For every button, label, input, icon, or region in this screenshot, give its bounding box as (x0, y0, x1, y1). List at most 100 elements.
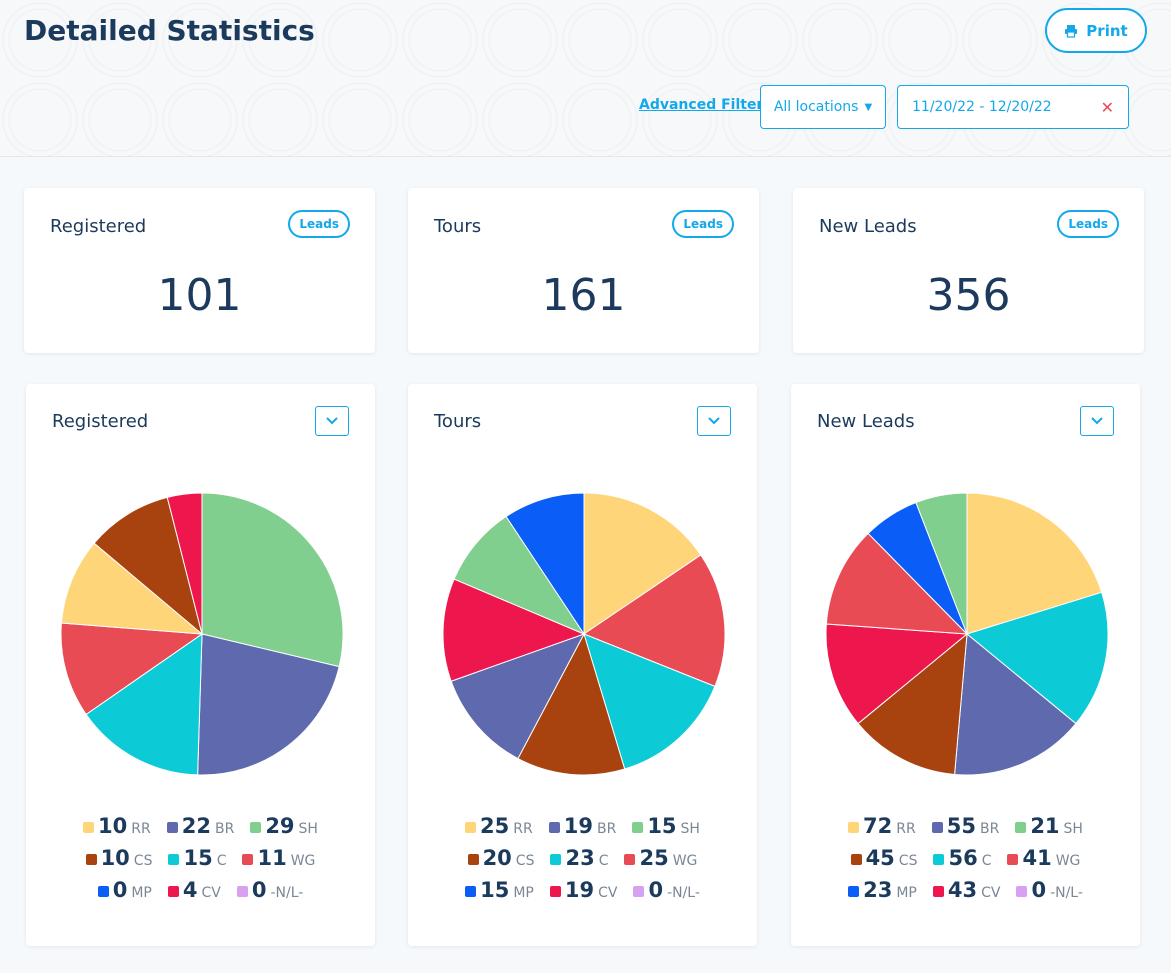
legend-swatch (1007, 854, 1019, 865)
legend-item: 15 SH (632, 814, 700, 838)
chevron-down-icon (326, 417, 338, 425)
legend-value: 0 (112, 878, 128, 902)
legend-item: 0 MP (97, 878, 152, 902)
pie-slice-rr (966, 492, 1103, 635)
stat-label: Registered (50, 216, 147, 237)
pie-chart (442, 492, 726, 776)
leads-badge[interactable]: Leads (288, 210, 350, 238)
legend-swatch (848, 822, 860, 833)
legend: 10 RR 22 BR 29 SH 10 CS 15 C 11 WG 0 MP 4 CV 0 -N/L- (26, 814, 375, 902)
legend-value: 0 (648, 878, 664, 902)
legend-item: 20 CS (467, 846, 535, 870)
legend-value: 15 (647, 814, 677, 838)
legend-value: 29 (265, 814, 295, 838)
chart-title: New Leads (817, 411, 915, 432)
legend-code: RR (513, 821, 533, 837)
stat-label: New Leads (819, 216, 917, 237)
legend: 72 RR 55 BR 21 SH 45 CS 56 C 41 WG 23 MP 43 CV 0 -N/L- (791, 814, 1140, 902)
legend-swatch (633, 886, 645, 897)
legend-code: C (981, 853, 992, 869)
pie-card: New Leads 72 RR 55 BR 21 SH 45 CS 56 C 41 WG 23 MP 43 C… (791, 384, 1140, 946)
legend-value: 43 (947, 878, 978, 902)
legend-item: 0 -N/L- (236, 878, 303, 902)
legend-swatch (85, 854, 97, 865)
legend-code: C (216, 853, 227, 869)
legend-swatch (242, 854, 254, 865)
stat-card: Registered Leads 101 (24, 188, 375, 353)
chevron-down-icon (1091, 417, 1103, 425)
legend-swatch (250, 822, 262, 833)
legend-item: 21 SH (1015, 814, 1083, 838)
advanced-filter-link[interactable]: Advanced Filter (639, 97, 764, 113)
legend-value: 22 (181, 814, 211, 838)
leads-badge[interactable]: Leads (672, 210, 734, 238)
pie-slice-wg (582, 554, 726, 688)
clear-icon[interactable]: ✕ (1100, 97, 1114, 117)
pie-slice-cv (166, 492, 203, 635)
pie-slice-c (583, 633, 716, 770)
date-range-input[interactable]: 11/20/22 - 12/20/22 ✕ (897, 85, 1129, 129)
legend-item: 15 MP (465, 878, 534, 902)
legend-item: 55 BR (931, 814, 999, 838)
legend-swatch (467, 854, 479, 865)
pie-slice-sh (915, 492, 968, 635)
legend-item: 0 -N/L- (633, 878, 700, 902)
legend-code: WG (1055, 853, 1081, 869)
date-range-value: 11/20/22 - 12/20/22 (912, 99, 1052, 115)
legend-item: 25 RR (465, 814, 533, 838)
legend-code: CS (133, 853, 153, 869)
page-title: Detailed Statistics (24, 14, 315, 47)
printer-icon (1065, 24, 1078, 38)
legend-swatch (465, 822, 477, 833)
chevron-down-button[interactable] (315, 406, 349, 436)
legend-swatch (167, 886, 179, 897)
legend-value: 25 (480, 814, 510, 838)
legend-item: 0 -N/L- (1016, 878, 1083, 902)
pie-slice-br (197, 633, 340, 776)
legend-item: 25 WG (624, 846, 697, 870)
legend-swatch (550, 854, 562, 865)
legend-swatch (168, 854, 180, 865)
legend-code: MP (896, 885, 917, 901)
pie-slice-rr (60, 542, 204, 635)
legend-code: -N/L- (667, 885, 700, 901)
legend-value: 21 (1030, 814, 1060, 838)
legend-value: 10 (98, 814, 128, 838)
pie-card: Tours 25 RR 19 BR 15 SH 20 CS 23 C 25 WG 15 MP 19 CV 0 -N… (408, 384, 757, 946)
legend-code: WG (672, 853, 698, 869)
legend-code: SH (680, 821, 700, 837)
legend-code: WG (290, 853, 316, 869)
legend-code: CV (981, 885, 1001, 901)
legend-value: 45 (865, 846, 895, 870)
pie-slice-c (85, 633, 203, 776)
location-select[interactable]: All locations ▼ (760, 85, 886, 129)
legend-code: SH (298, 821, 318, 837)
legend-item: 23 C (550, 846, 608, 870)
legend-swatch (465, 886, 477, 897)
chevron-down-icon (708, 417, 720, 425)
legend-item: 45 CS (850, 846, 918, 870)
legend-value: 23 (863, 878, 893, 902)
print-button[interactable]: Print (1045, 8, 1147, 53)
legend-item: 11 WG (242, 846, 315, 870)
legend-code: RR (131, 821, 151, 837)
legend-swatch (83, 822, 95, 833)
legend-code: C (598, 853, 609, 869)
legend-swatch (933, 854, 945, 865)
pie-chart (825, 492, 1109, 776)
pie-slice-wg (825, 532, 969, 635)
legend-code: CV (598, 885, 618, 901)
legend-value: 20 (482, 846, 512, 870)
chevron-down-button[interactable] (1080, 406, 1114, 436)
legend-swatch (848, 886, 860, 897)
pie-card: Registered 10 RR 22 BR 29 SH 10 CS 15 C 11 WG 0 MP 4 CV… (26, 384, 375, 946)
chevron-down-button[interactable] (697, 406, 731, 436)
legend-item: 4 CV (167, 878, 221, 902)
leads-badge[interactable]: Leads (1057, 210, 1119, 238)
legend-code: CS (515, 853, 535, 869)
legend-code: CS (898, 853, 918, 869)
legend-swatch (548, 822, 560, 833)
legend-value: 19 (563, 814, 593, 838)
legend-code: MP (513, 885, 534, 901)
legend-swatch (1015, 822, 1027, 833)
